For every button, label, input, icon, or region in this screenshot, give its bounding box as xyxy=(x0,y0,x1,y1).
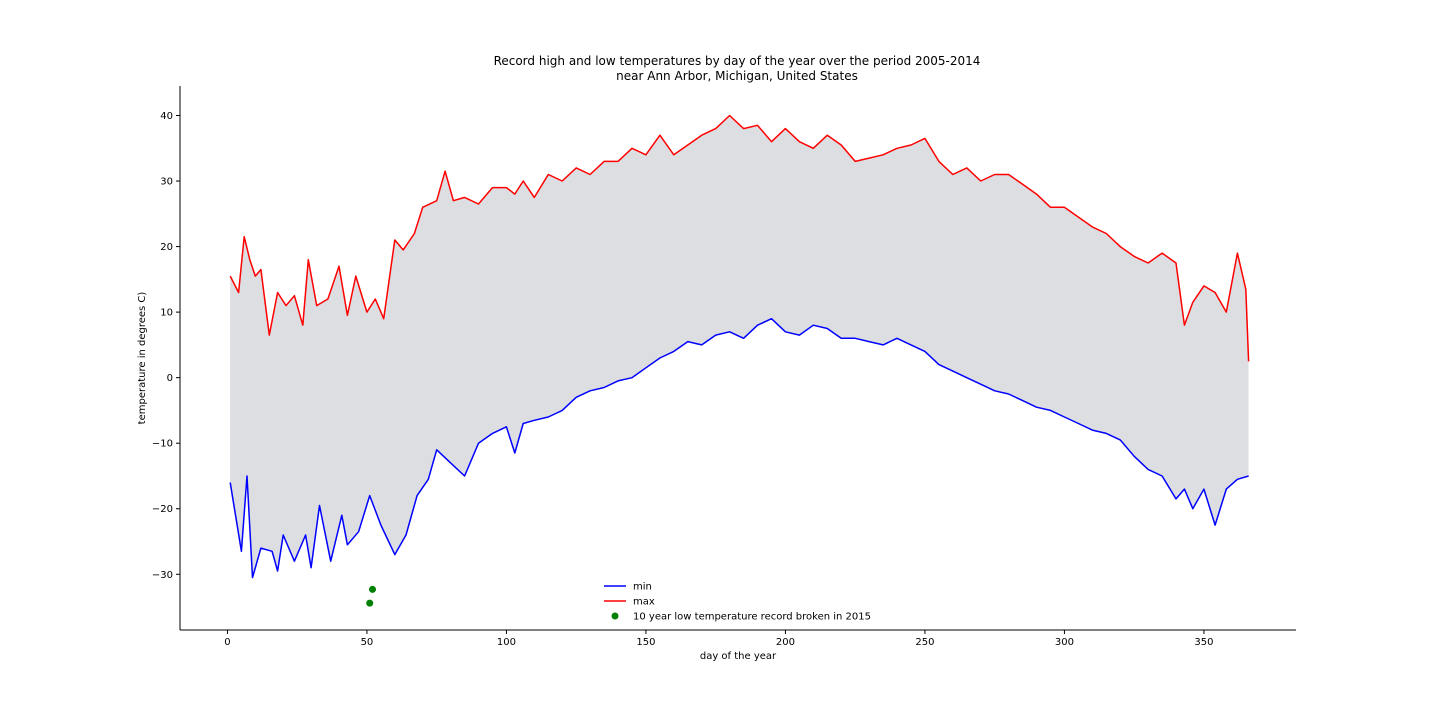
x-axis-label: day of the year xyxy=(700,651,777,662)
y-tick-label: 30 xyxy=(160,177,173,188)
x-tick-label: 200 xyxy=(776,637,795,648)
chart-subtitle: near Ann Arbor, Michigan, United States xyxy=(616,69,858,83)
y-axis-label: temperature in degrees C) xyxy=(137,292,148,425)
legend-label-record: 10 year low temperature record broken in… xyxy=(633,612,871,623)
x-tick-label: 250 xyxy=(915,637,934,648)
x-ticks: 0 50 100 150 200 250 300 350 xyxy=(224,630,1213,648)
legend-swatch-record xyxy=(611,612,619,620)
record-points xyxy=(366,585,377,607)
record-point xyxy=(366,599,374,607)
y-tick-label: −10 xyxy=(152,439,173,450)
y-tick-label: −30 xyxy=(152,570,173,581)
y-tick-label: 40 xyxy=(160,111,173,122)
y-tick-label: −20 xyxy=(152,504,173,515)
chart-title: Record high and low temperatures by day … xyxy=(494,54,981,68)
fill-between-area xyxy=(230,115,1249,578)
legend: min max 10 year low temperature record b… xyxy=(604,582,871,623)
x-tick-label: 300 xyxy=(1055,637,1074,648)
x-tick-label: 100 xyxy=(497,637,516,648)
record-point xyxy=(369,585,377,593)
legend-label-min: min xyxy=(633,582,652,593)
y-ticks: −30 −20 −10 0 10 20 30 40 xyxy=(152,111,180,581)
y-tick-label: 20 xyxy=(160,242,173,253)
x-tick-label: 50 xyxy=(361,637,374,648)
series-lines xyxy=(229,114,1250,579)
fill-region xyxy=(230,115,1249,578)
y-tick-label: 10 xyxy=(160,308,173,319)
x-tick-label: 350 xyxy=(1194,637,1213,648)
series-line-min xyxy=(229,317,1249,579)
series-line-max xyxy=(229,114,1250,362)
y-tick-label: 0 xyxy=(167,373,173,384)
legend-label-max: max xyxy=(633,597,655,608)
x-tick-label: 150 xyxy=(636,637,655,648)
x-tick-label: 0 xyxy=(224,637,230,648)
